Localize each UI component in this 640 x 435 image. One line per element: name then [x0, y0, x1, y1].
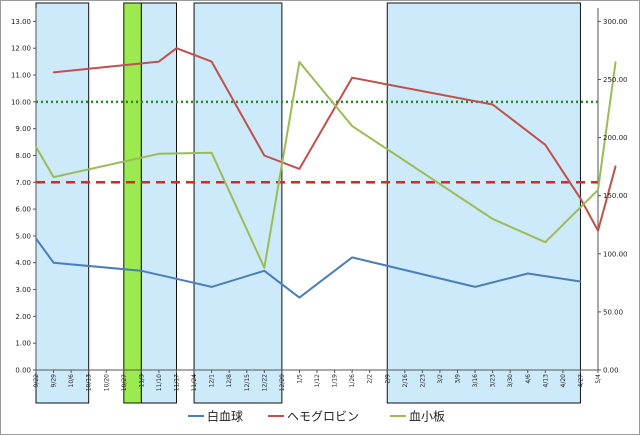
y-left-tick-label: 7.00 [15, 179, 31, 187]
series-2-point-3 [175, 47, 178, 50]
series-2-point-10 [579, 197, 582, 200]
x-tick-label: 11/17 [174, 374, 181, 391]
x-tick-label: 9/22 [33, 374, 40, 388]
x-tick-label: 11/3 [138, 374, 145, 388]
y-right-tick-label: 0.00 [603, 367, 619, 375]
series-3-point-11 [614, 61, 617, 63]
y-right-tick-label: 200.00 [603, 134, 628, 142]
x-tick-label: 9/29 [51, 374, 58, 388]
series-3-point-2 [52, 176, 55, 178]
treatment-period-3 [140, 2, 177, 404]
x-tick-label: 3/30 [507, 374, 514, 388]
x-tick-label: 10/13 [86, 374, 93, 391]
x-tick-label: 1/12 [314, 374, 321, 388]
x-tick-label: 11/10 [156, 374, 163, 391]
x-tick-label: 12/15 [244, 374, 251, 391]
y-right-tick-label: 100.00 [603, 250, 628, 258]
x-tick-label: 1/5 [296, 374, 303, 384]
x-tick-label: 4/6 [525, 374, 532, 384]
series-3-point-5 [263, 266, 266, 269]
treatment-period-5 [386, 2, 581, 404]
series-1-point-4 [175, 278, 178, 280]
y-left-tick-label: 1.00 [15, 340, 31, 348]
x-tick-label: 12/1 [209, 374, 216, 388]
legend-label-1: 白血球 [207, 409, 243, 424]
series-3-point-3 [158, 153, 160, 155]
series-3-point-7 [351, 125, 353, 127]
series-2-point-4 [210, 60, 213, 63]
y-left-tick-label: 0.00 [15, 367, 31, 375]
x-tick-label: 4/27 [577, 374, 584, 388]
x-tick-label: 10/27 [121, 374, 128, 391]
x-tick-label: 12/29 [279, 374, 286, 391]
series-2-point-1 [52, 71, 55, 74]
x-tick-label: 1/26 [349, 374, 356, 388]
x-tick-label: 4/20 [560, 374, 567, 388]
series-1-point-5 [210, 286, 213, 288]
y-left-tick-label: 10.00 [11, 98, 31, 106]
y-right-tick-label: 50.00 [603, 308, 623, 316]
x-tick-label: 11/24 [191, 374, 198, 391]
y-left-tick-label: 12.00 [11, 45, 31, 53]
series-1-point-6 [263, 269, 266, 272]
y-right-tick-label: 150.00 [603, 192, 628, 200]
x-tick-label: 4/13 [542, 374, 549, 388]
series-2-point-2 [158, 60, 160, 63]
x-tick-label: 2/23 [419, 374, 426, 388]
series-3-point-9 [544, 241, 547, 243]
y-left-tick-label: 8.00 [15, 152, 31, 160]
y-left-tick-label: 2.00 [15, 313, 31, 321]
series-3-point-4 [210, 151, 213, 154]
y-left-tick-label: 5.00 [15, 232, 31, 240]
series-3-point-8 [491, 218, 494, 220]
series-2-point-6 [298, 168, 301, 170]
series-2-point-9 [544, 143, 547, 146]
x-tick-label: 2/2 [367, 374, 374, 384]
series-2-point-5 [263, 154, 266, 157]
x-tick-label: 2/9 [384, 374, 391, 384]
treatment-period-1 [35, 2, 90, 404]
x-tick-label: 3/9 [455, 374, 462, 384]
y-left-tick-label: 13.00 [11, 18, 31, 26]
series-1-point-8 [351, 256, 353, 259]
y-left-tick-label: 9.00 [15, 125, 31, 133]
legend-label-3: 血小板 [409, 410, 445, 424]
y-left-tick-label: 11.00 [11, 72, 31, 80]
series-2-point-7 [351, 76, 353, 79]
y-left-tick-label: 4.00 [15, 259, 31, 267]
y-right-tick-label: 300.00 [603, 18, 628, 26]
y-right-tick-label: 250.00 [603, 76, 628, 84]
series-1-point-2 [52, 261, 55, 264]
series-2-point-12 [614, 165, 617, 168]
x-tick-label: 10/20 [103, 374, 110, 391]
x-tick-label: 3/23 [490, 374, 497, 388]
series-3-point-1 [35, 146, 37, 148]
series-1-point-3 [140, 269, 143, 272]
x-tick-label: 3/2 [437, 374, 444, 384]
x-tick-label: 1/19 [332, 374, 339, 388]
series-1-point-1 [35, 237, 37, 240]
x-tick-label: 12/8 [226, 374, 233, 388]
legend-label-2: ヘモグロビン [287, 410, 359, 424]
treatment-period-4 [193, 2, 283, 404]
series-1-point-7 [298, 296, 301, 299]
x-tick-label: 12/22 [261, 374, 268, 391]
x-tick-label: 10/6 [68, 374, 75, 388]
series-2-point-8 [491, 103, 494, 106]
series-3-point-6 [298, 61, 301, 63]
y-left-tick-label: 3.00 [15, 286, 31, 294]
x-tick-label: 5/4 [595, 374, 602, 384]
series-2-point-11 [597, 229, 599, 232]
y-left-tick-label: 6.00 [15, 206, 31, 214]
series-1-point-11 [579, 280, 582, 283]
series-1-point-9 [474, 286, 476, 288]
series-1-point-10 [526, 272, 529, 275]
x-tick-label: 2/16 [402, 374, 409, 388]
series-3-point-10 [597, 189, 599, 191]
x-tick-label: 3/16 [472, 374, 479, 388]
